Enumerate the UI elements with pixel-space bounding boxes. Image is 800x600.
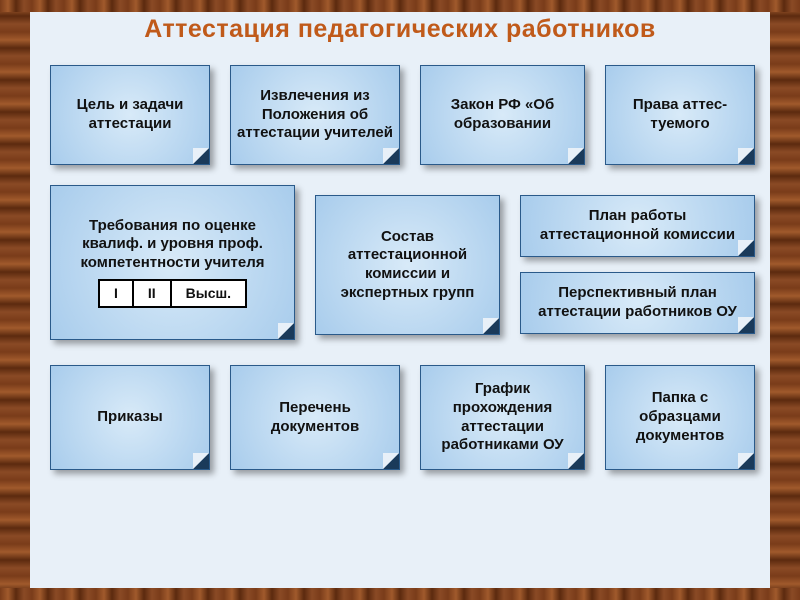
card-plan[interactable]: План работы аттестационной комиссии [520,195,755,257]
card-samples[interactable]: Папка с образцами документов [605,365,755,470]
page-title: Аттестация педагогических работников [35,15,765,44]
slide-content: Аттестация педагогических работников Цел… [35,15,765,585]
card-label: Закон РФ «Об образовании [427,96,578,134]
card-goal[interactable]: Цель и задачи аттестации [50,65,210,165]
card-label: Перспективный план аттестации работников… [527,284,748,322]
card-label: График прохождения аттестации работникам… [427,380,578,455]
card-label: Перечень документов [237,399,393,437]
card-orders[interactable]: Приказы [50,365,210,470]
level-cell: II [134,281,172,307]
level-table: I II Высш. [98,279,247,309]
card-label: Папка с образцами документов [612,389,748,445]
level-cell: I [100,281,134,307]
card-schedule[interactable]: График прохождения аттестации работникам… [420,365,585,470]
card-label: Приказы [97,408,162,427]
card-label: Права аттес-туемого [612,96,748,134]
card-label: Извлечения из Положения об аттестации уч… [237,87,393,143]
card-extracts[interactable]: Извлечения из Положения об аттестации уч… [230,65,400,165]
card-label: Требования по оценке квалиф. и уровня пр… [57,217,288,273]
card-label: Цель и задачи аттестации [57,96,203,134]
level-cell: Высш. [172,281,245,307]
card-rights[interactable]: Права аттес-туемого [605,65,755,165]
card-label: План работы аттестационной комиссии [527,207,748,245]
card-requirements[interactable]: Требования по оценке квалиф. и уровня пр… [50,185,295,340]
card-doc-list[interactable]: Перечень документов [230,365,400,470]
card-composition[interactable]: Состав аттестационной комиссии и эксперт… [315,195,500,335]
card-long-plan[interactable]: Перспективный план аттестации работников… [520,272,755,334]
card-label: Состав аттестационной комиссии и эксперт… [322,228,493,303]
card-law[interactable]: Закон РФ «Об образовании [420,65,585,165]
